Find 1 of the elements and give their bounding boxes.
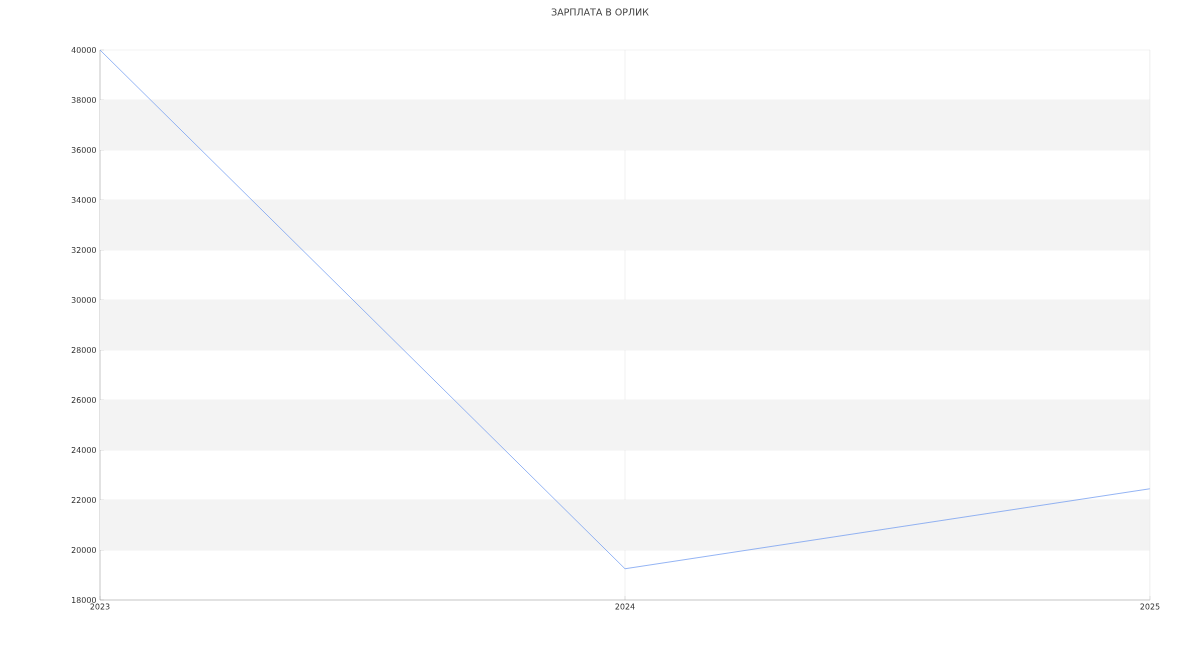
chart-title: ЗАРПЛАТА В ОРЛИК [551,8,649,16]
